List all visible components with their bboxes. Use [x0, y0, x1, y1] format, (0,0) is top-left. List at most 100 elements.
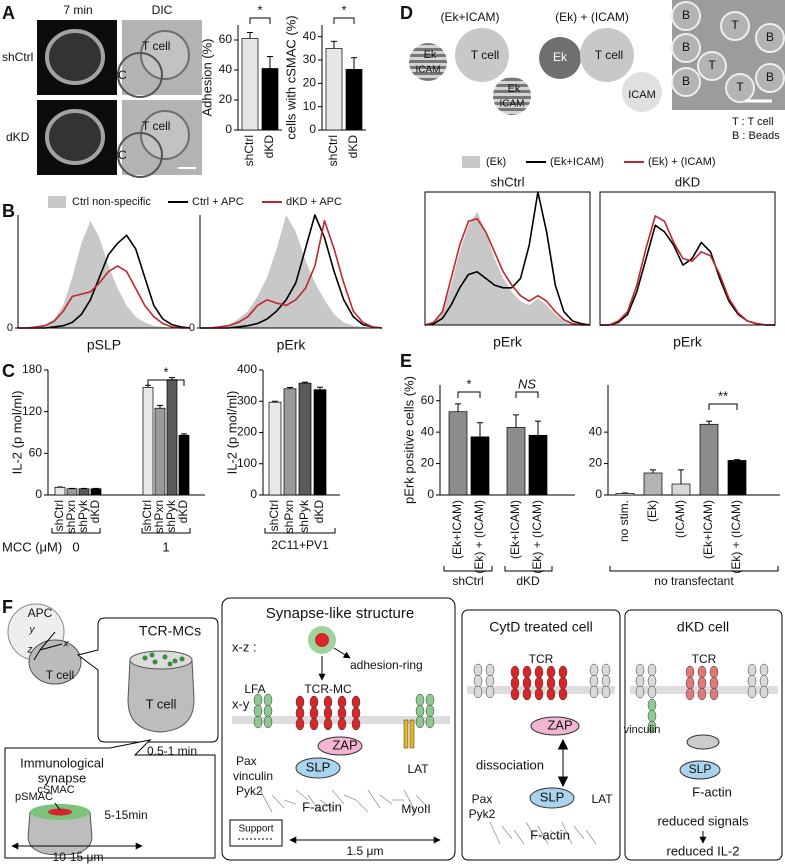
bar: [283, 388, 297, 496]
tcell: [580, 28, 634, 82]
significance-bracket: [147, 379, 185, 386]
label: reduced signals: [657, 813, 749, 828]
group-bracket: [443, 566, 493, 572]
y-tick-label: 40: [421, 424, 435, 438]
receptor: [635, 663, 645, 677]
lfa: [647, 720, 657, 734]
pointer: [54, 802, 61, 811]
microcluster: [162, 654, 168, 660]
tcr: [351, 706, 361, 720]
label: T: [731, 18, 739, 32]
bead-outline: [725, 73, 755, 103]
csmac: [48, 808, 72, 816]
bead: [539, 37, 581, 79]
x-tick-label: dKD: [262, 135, 276, 159]
bar: [261, 68, 279, 131]
cell-outline: [140, 110, 190, 160]
microcluster: [149, 652, 155, 658]
y-tick-label: 10: [303, 99, 317, 113]
error-bar: [267, 56, 273, 69]
label: B: [766, 70, 774, 84]
legend-box: [229, 819, 283, 847]
receptor: [759, 685, 769, 699]
label: y: [29, 625, 36, 636]
legend-swatch: [462, 156, 480, 168]
microcluster: [179, 656, 185, 662]
label: Ek: [508, 83, 521, 95]
label: 0: [72, 539, 79, 554]
label: Synapse-like structure: [266, 605, 414, 622]
actin-filament: [403, 789, 417, 813]
histogram-line: [600, 215, 775, 326]
bar: [699, 423, 719, 496]
error-bar: [351, 57, 357, 70]
label: F-actin: [302, 799, 342, 814]
tcr: [309, 706, 319, 720]
label: DIC: [152, 3, 173, 17]
pointer: [333, 647, 351, 659]
receptor: [589, 674, 599, 688]
x-tick-label: shCtrl: [140, 500, 154, 531]
panel-letter: D: [400, 3, 413, 23]
label: 1: [162, 539, 169, 554]
x-tick-label: shPyk: [76, 499, 90, 533]
label: 10-15 μm: [53, 850, 104, 864]
label: B : Beads: [732, 130, 780, 142]
histogram-line: [18, 265, 190, 329]
actin-filament: [319, 799, 333, 809]
receptor: [589, 663, 599, 677]
plot-frame: [424, 191, 591, 326]
y-tick-label: 0: [225, 122, 232, 136]
tcr: [337, 717, 347, 731]
panel-letter: C: [2, 361, 15, 381]
error-bar: [477, 422, 483, 437]
label: APC: [28, 606, 53, 620]
label: vinculin: [233, 769, 273, 783]
y-tick-label: 100: [237, 456, 257, 470]
x-tick-label: shCtrl: [326, 135, 340, 166]
histogram-area: [425, 211, 590, 325]
tcr: [337, 706, 347, 720]
legend-label: (Ek): [486, 156, 506, 168]
microcluster: [142, 655, 148, 661]
receptor: [747, 685, 757, 699]
receptor: [485, 663, 495, 677]
tcr: [309, 695, 319, 709]
slp: [679, 760, 721, 780]
legend-label: dKD + APC: [286, 196, 342, 208]
bar: [325, 47, 343, 131]
bar: [528, 434, 548, 496]
plot-title: dKD: [675, 174, 700, 189]
y-tick-label: 400: [237, 362, 257, 376]
y-tick-label: 20: [219, 92, 233, 106]
group-bracket: [51, 528, 101, 534]
legend-label: (Ek) + (ICAM): [648, 156, 716, 168]
bar: [178, 434, 190, 496]
tcr: [295, 695, 305, 709]
y-tick-label: 60: [421, 393, 435, 407]
bead: [493, 77, 531, 115]
group-bracket: [264, 528, 336, 534]
label: MyoII: [401, 802, 430, 816]
lfa: [425, 715, 435, 729]
label: SLP: [540, 789, 565, 804]
actin-filament: [549, 829, 561, 840]
error-bar: [287, 387, 293, 389]
receptor: [473, 685, 483, 699]
lfa: [263, 704, 273, 718]
label: vinculin: [624, 724, 661, 736]
bar: [90, 488, 102, 496]
y-axis-label: Adhesion (%): [199, 38, 214, 116]
label: SLP: [689, 762, 712, 776]
histogram-area: [18, 220, 190, 328]
actin-filament: [331, 789, 345, 805]
x-tick-label: shPxn: [64, 500, 78, 533]
bar: [470, 436, 490, 496]
label: x: [63, 639, 70, 650]
actin-filament: [537, 825, 549, 845]
label: ZAP: [547, 717, 572, 732]
y-tick-label: 40: [303, 29, 317, 43]
significance-label: *: [341, 2, 346, 17]
label: 7 min: [63, 3, 92, 17]
x-tick-label: (Ek+ICAM): [508, 500, 522, 559]
